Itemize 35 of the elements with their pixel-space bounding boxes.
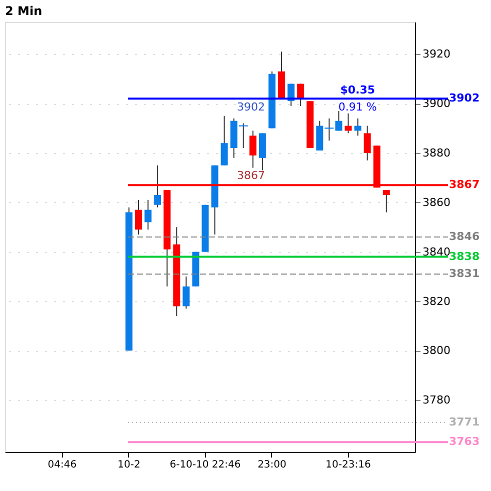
candlestick [297,83,304,107]
x-tick-label: 10-23:16 [326,460,371,470]
ref-line-label: 3838 [449,250,480,263]
y-tick-label: 3860 [422,196,450,209]
candlestick [220,115,228,166]
candlestick [354,118,362,136]
ref-line-label: 3771 [449,415,480,428]
annotation: 0.91 % [338,100,377,114]
ref-line-label: 3867 [449,178,480,192]
candlestick [249,130,256,168]
y-tick-label: 3780 [422,394,450,407]
candlestick [344,112,352,134]
annotation: 3902 [237,100,265,114]
x-tick-label: 04:46 [48,460,77,470]
candlestick [182,276,190,310]
ref-line-label: 3902 [449,92,480,105]
ref-line-label: 3846 [449,230,480,243]
chart-title: 2 Min [5,4,42,18]
annotation: $0.35 [340,84,375,97]
candlestick [364,125,371,161]
candlestick [154,164,162,208]
candlestick [144,199,152,230]
candlestick [382,190,390,213]
y-tick-label: 3880 [422,146,450,160]
y-tick-label: 3800 [422,344,450,358]
y-tick-label: 3820 [422,294,450,308]
x-tick-label: 6-10-10 22:46 [170,460,241,470]
y-tick-label: 3840 [422,245,450,258]
annotation: 3867 [237,169,265,182]
x-tick-label: 10-2 [118,460,140,470]
candlestick [134,199,142,236]
ref-line-label: 3831 [449,267,480,280]
y-tick-label: 3920 [422,48,450,61]
ref-line-label: 3763 [449,435,480,448]
x-tick-label: 23:00 [258,460,286,470]
